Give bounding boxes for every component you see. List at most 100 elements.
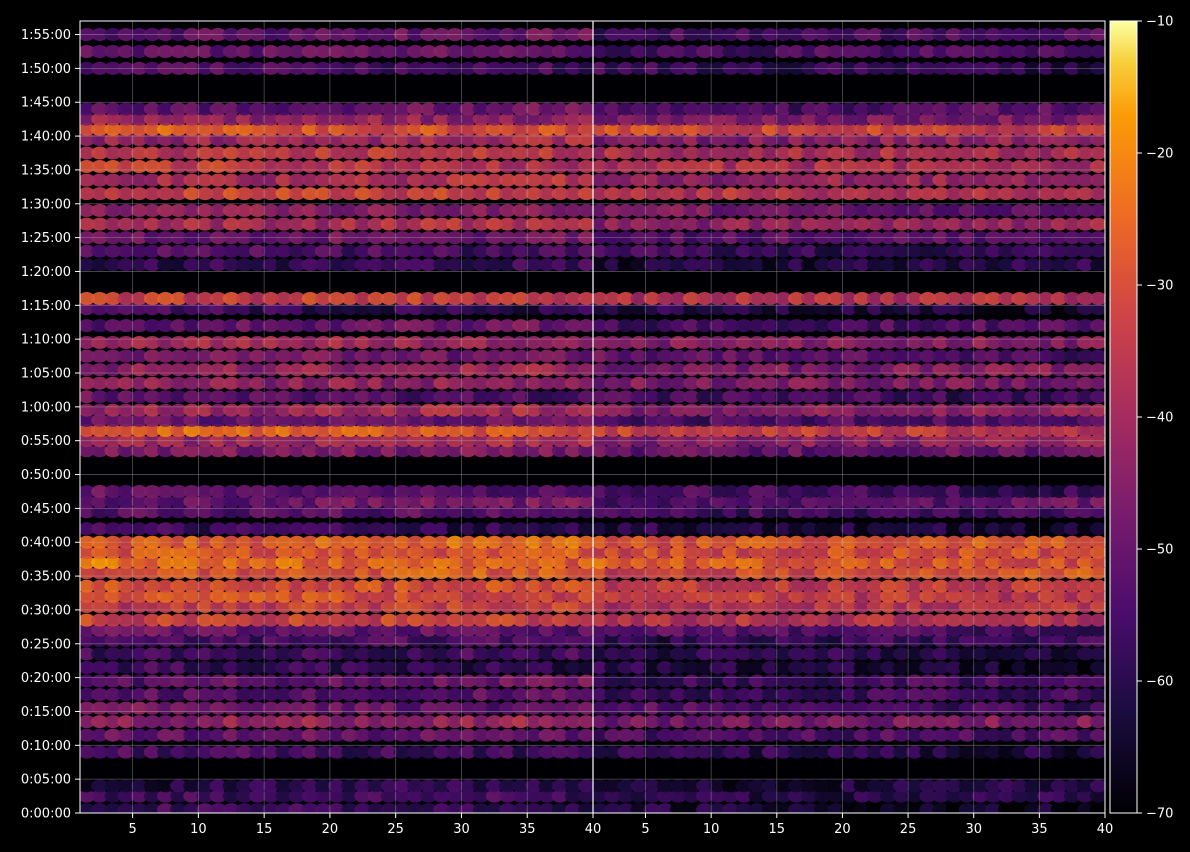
left-cell <box>485 173 503 187</box>
left-cell <box>577 302 593 316</box>
right-cell <box>932 803 950 813</box>
right-cell <box>617 701 635 715</box>
left-cell <box>117 613 135 627</box>
right-cell <box>893 160 910 173</box>
left-cell <box>222 45 240 58</box>
right-cell <box>669 45 687 58</box>
left-cell <box>380 413 398 427</box>
y-tick-label: 0:30:00 <box>21 603 71 618</box>
right-cell <box>696 28 714 41</box>
left-cell <box>143 647 161 661</box>
right-cell <box>593 349 609 363</box>
left-cell <box>393 674 411 688</box>
right-cell <box>971 647 989 661</box>
right-cell <box>788 495 805 509</box>
left-cell <box>170 187 188 201</box>
right-cell <box>748 728 766 742</box>
right-cell <box>643 545 661 559</box>
left-cell <box>420 376 438 390</box>
right-cell <box>593 566 609 580</box>
left-cell <box>393 688 411 701</box>
right-cell <box>604 545 622 559</box>
right-cell <box>853 45 871 58</box>
left-cell <box>80 661 96 674</box>
right-cell <box>1037 545 1055 559</box>
left-cell <box>472 302 490 316</box>
left-cell <box>249 133 267 146</box>
left-cell <box>275 244 293 258</box>
left-cell <box>262 485 280 498</box>
right-cell <box>932 745 950 759</box>
left-cell <box>288 390 306 404</box>
left-cell <box>446 688 464 701</box>
right-cell <box>866 173 884 187</box>
right-cell <box>814 647 832 661</box>
y-tick-label: 1:45:00 <box>21 96 71 111</box>
y-tick-label: 1:35:00 <box>21 163 71 178</box>
left-cell <box>551 292 569 305</box>
left-cell <box>130 302 148 316</box>
left-cell <box>328 715 345 729</box>
left-cell <box>551 535 569 549</box>
left-cell <box>288 336 306 349</box>
right-cell <box>643 789 661 803</box>
left-cell <box>104 444 122 458</box>
right-cell <box>788 566 805 580</box>
left-cell <box>183 661 201 674</box>
right-cell <box>683 376 700 390</box>
left-cell <box>117 623 135 637</box>
right-cell <box>801 745 819 759</box>
right-cell <box>998 173 1015 187</box>
right-cell <box>1063 495 1081 509</box>
right-cell <box>656 204 674 217</box>
left-cell <box>288 434 306 448</box>
right-cell <box>814 146 832 160</box>
left-cell <box>91 403 109 417</box>
left-cell <box>564 244 582 258</box>
left-cell <box>367 485 385 498</box>
right-cell <box>696 661 714 674</box>
right-cell <box>604 376 622 390</box>
right-cell <box>643 292 661 305</box>
left-cell <box>551 349 569 363</box>
right-cell <box>1011 715 1029 729</box>
right-cell <box>604 292 622 305</box>
left-cell <box>314 545 332 559</box>
left-cell <box>288 376 306 390</box>
left-cell <box>525 336 543 349</box>
left-cell <box>209 231 227 245</box>
right-cell <box>696 535 714 549</box>
left-cell <box>222 217 240 231</box>
right-cell <box>984 302 1002 316</box>
left-cell <box>512 745 530 759</box>
left-cell <box>157 102 174 116</box>
right-cell <box>722 789 740 803</box>
right-cell <box>788 424 805 437</box>
left-cell <box>117 363 135 377</box>
left-cell <box>538 661 556 674</box>
left-cell <box>196 292 214 305</box>
left-cell <box>80 701 96 715</box>
right-cell <box>971 187 989 201</box>
left-cell <box>525 122 543 136</box>
right-cell <box>709 403 727 417</box>
right-cell <box>893 102 910 116</box>
left-cell <box>341 485 359 498</box>
right-cell <box>593 745 609 759</box>
left-cell <box>525 715 543 729</box>
right-cell <box>630 803 648 813</box>
right-cell <box>630 187 648 201</box>
right-cell <box>630 390 648 404</box>
right-cell <box>866 633 884 647</box>
left-cell <box>288 349 306 363</box>
right-cell <box>683 566 700 580</box>
right-cell <box>971 363 989 377</box>
right-cell <box>788 444 805 458</box>
left-cell <box>341 674 359 688</box>
right-cell <box>853 600 871 613</box>
left-cell <box>459 336 477 349</box>
right-cell <box>958 566 976 580</box>
right-cell <box>722 244 740 258</box>
left-cell <box>367 522 385 536</box>
left-cell <box>341 589 359 603</box>
